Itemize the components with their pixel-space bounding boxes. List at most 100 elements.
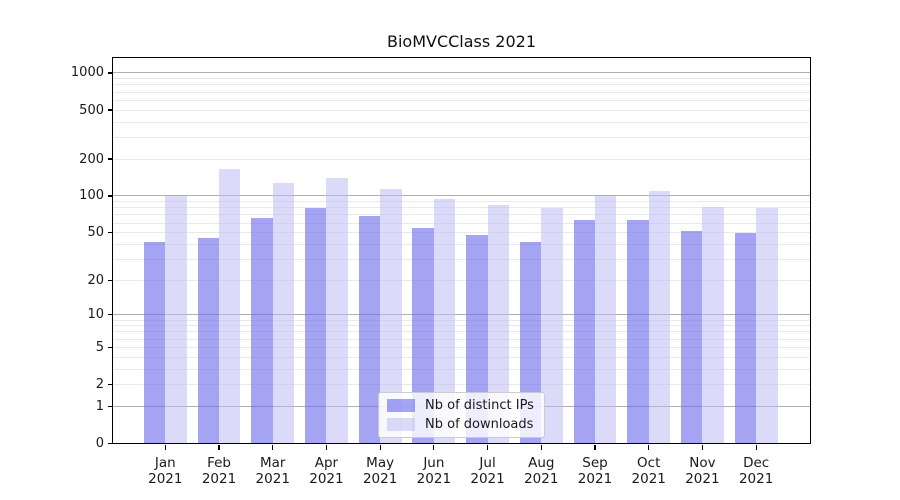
x-tick	[540, 445, 542, 450]
y-tick	[108, 383, 113, 386]
minor-gridline	[113, 214, 810, 216]
x-tick-label-line: Feb	[207, 454, 231, 471]
y-tick-label: 1	[95, 398, 104, 414]
bar-nb-of-downloads-nov-2021	[702, 207, 724, 444]
x-tick-label-line: 2021	[577, 470, 613, 487]
x-tick	[755, 445, 757, 450]
minor-gridline	[113, 325, 810, 327]
x-tick	[164, 445, 166, 450]
legend-swatch-nb-of-distinct-ips	[387, 398, 415, 412]
x-tick-label: Jan 2021	[137, 455, 193, 487]
x-tick	[433, 445, 435, 450]
y-tick	[108, 442, 113, 445]
bar-nb-of-distinct-ips-jan-2021	[143, 241, 166, 444]
bar-nb-of-distinct-ips-jun-2021	[412, 227, 434, 444]
minor-gridline	[113, 243, 810, 245]
minor-gridline	[113, 121, 810, 123]
x-tick-label-line: Dec	[743, 454, 770, 471]
x-tick	[272, 445, 274, 450]
bar-nb-of-downloads-sep-2021	[594, 195, 617, 444]
bar-nb-of-distinct-ips-mar-2021	[251, 217, 273, 444]
x-tick-label: Jun 2021	[406, 455, 462, 487]
y-tick	[108, 232, 113, 234]
bar-nb-of-distinct-ips-dec-2021	[734, 232, 757, 444]
legend: Nb of distinct IPs Nb of downloads	[378, 392, 545, 438]
x-tick-label-line: 2021	[416, 470, 452, 487]
major-gridline	[113, 72, 810, 74]
minor-gridline	[113, 356, 810, 358]
x-tick-label: Nov 2021	[674, 455, 730, 487]
x-tick-label-line: Oct	[637, 454, 661, 471]
bar-nb-of-downloads-jan-2021	[165, 195, 187, 444]
y-tick-label: 200	[79, 151, 104, 167]
minor-gridline	[113, 222, 810, 224]
bar-nb-of-downloads-feb-2021	[219, 169, 241, 444]
bar-nb-of-distinct-ips-sep-2021	[573, 220, 595, 444]
minor-gridline	[113, 258, 810, 260]
y-tick	[108, 72, 113, 74]
x-tick	[594, 445, 596, 450]
x-tick	[648, 445, 650, 450]
minor-gridline	[113, 331, 810, 333]
minor-gridline	[113, 158, 810, 160]
x-tick-label-line: Aug	[528, 454, 555, 471]
bar-nb-of-downloads-dec-2021	[756, 208, 778, 444]
y-tick	[108, 158, 113, 160]
x-tick-label: May 2021	[352, 455, 408, 487]
y-tick-label: 50	[87, 225, 104, 241]
bar-nb-of-downloads-jul-2021	[487, 204, 510, 444]
bar-nb-of-distinct-ips-nov-2021	[680, 230, 703, 444]
minor-gridline	[113, 109, 810, 111]
x-tick	[379, 445, 381, 450]
bar-nb-of-downloads-jun-2021	[433, 198, 456, 444]
bar-nb-of-distinct-ips-feb-2021	[197, 238, 219, 444]
bar-nb-of-downloads-mar-2021	[272, 182, 295, 444]
minor-gridline	[113, 279, 810, 281]
x-tick-label-line: 2021	[362, 470, 398, 487]
y-tick-label: 10	[87, 307, 104, 323]
y-tick-label: 1000	[70, 65, 104, 81]
chart-title: BioMVCClass 2021	[386, 32, 537, 51]
minor-gridline	[113, 136, 810, 138]
y-tick	[108, 279, 113, 281]
x-tick-label-line: 2021	[631, 470, 666, 487]
x-tick-label-line: 2021	[255, 470, 290, 487]
legend-label: Nb of downloads	[425, 417, 534, 433]
x-tick-label: Feb 2021	[191, 455, 247, 487]
x-tick-label: Jul 2021	[460, 455, 516, 487]
x-tick-label-line: Nov	[689, 454, 716, 471]
x-tick-label-line: 2021	[738, 470, 774, 487]
legend-label: Nb of distinct IPs	[425, 397, 534, 413]
minor-gridline	[113, 368, 810, 370]
x-tick-label: Aug 2021	[513, 455, 569, 487]
minor-gridline	[113, 232, 810, 234]
x-tick-label-line: 2021	[524, 470, 559, 487]
minor-gridline	[113, 78, 810, 80]
minor-gridline	[113, 99, 810, 101]
x-tick-label-line: Jan	[154, 454, 176, 471]
x-tick	[701, 445, 703, 450]
minor-gridline	[113, 319, 810, 321]
major-gridline	[113, 195, 810, 197]
y-tick-label: 100	[79, 188, 104, 204]
legend-item-nb-of-downloads: Nb of downloads	[387, 417, 544, 432]
bar-nb-of-distinct-ips-apr-2021	[304, 208, 327, 444]
y-tick-label: 2	[95, 377, 104, 393]
y-tick-label: 500	[79, 102, 104, 118]
x-tick-label-line: Mar	[259, 454, 286, 471]
x-tick-label-line: 2021	[470, 470, 505, 487]
minor-gridline	[113, 338, 810, 340]
x-tick	[325, 445, 328, 450]
bar-nb-of-distinct-ips-jul-2021	[466, 234, 488, 444]
bar-nb-of-distinct-ips-oct-2021	[627, 219, 649, 444]
y-tick	[108, 405, 113, 407]
x-tick-label-line: May	[366, 454, 395, 471]
x-tick-label-line: 2021	[201, 470, 237, 487]
x-tick-label: Mar 2021	[245, 455, 301, 487]
bar-nb-of-downloads-may-2021	[380, 188, 402, 444]
x-tick-label: Apr 2021	[298, 455, 354, 487]
y-tick-label: 0	[95, 436, 104, 451]
x-tick-label-line: Sep	[582, 454, 608, 471]
x-tick-label-line: 2021	[148, 470, 183, 487]
